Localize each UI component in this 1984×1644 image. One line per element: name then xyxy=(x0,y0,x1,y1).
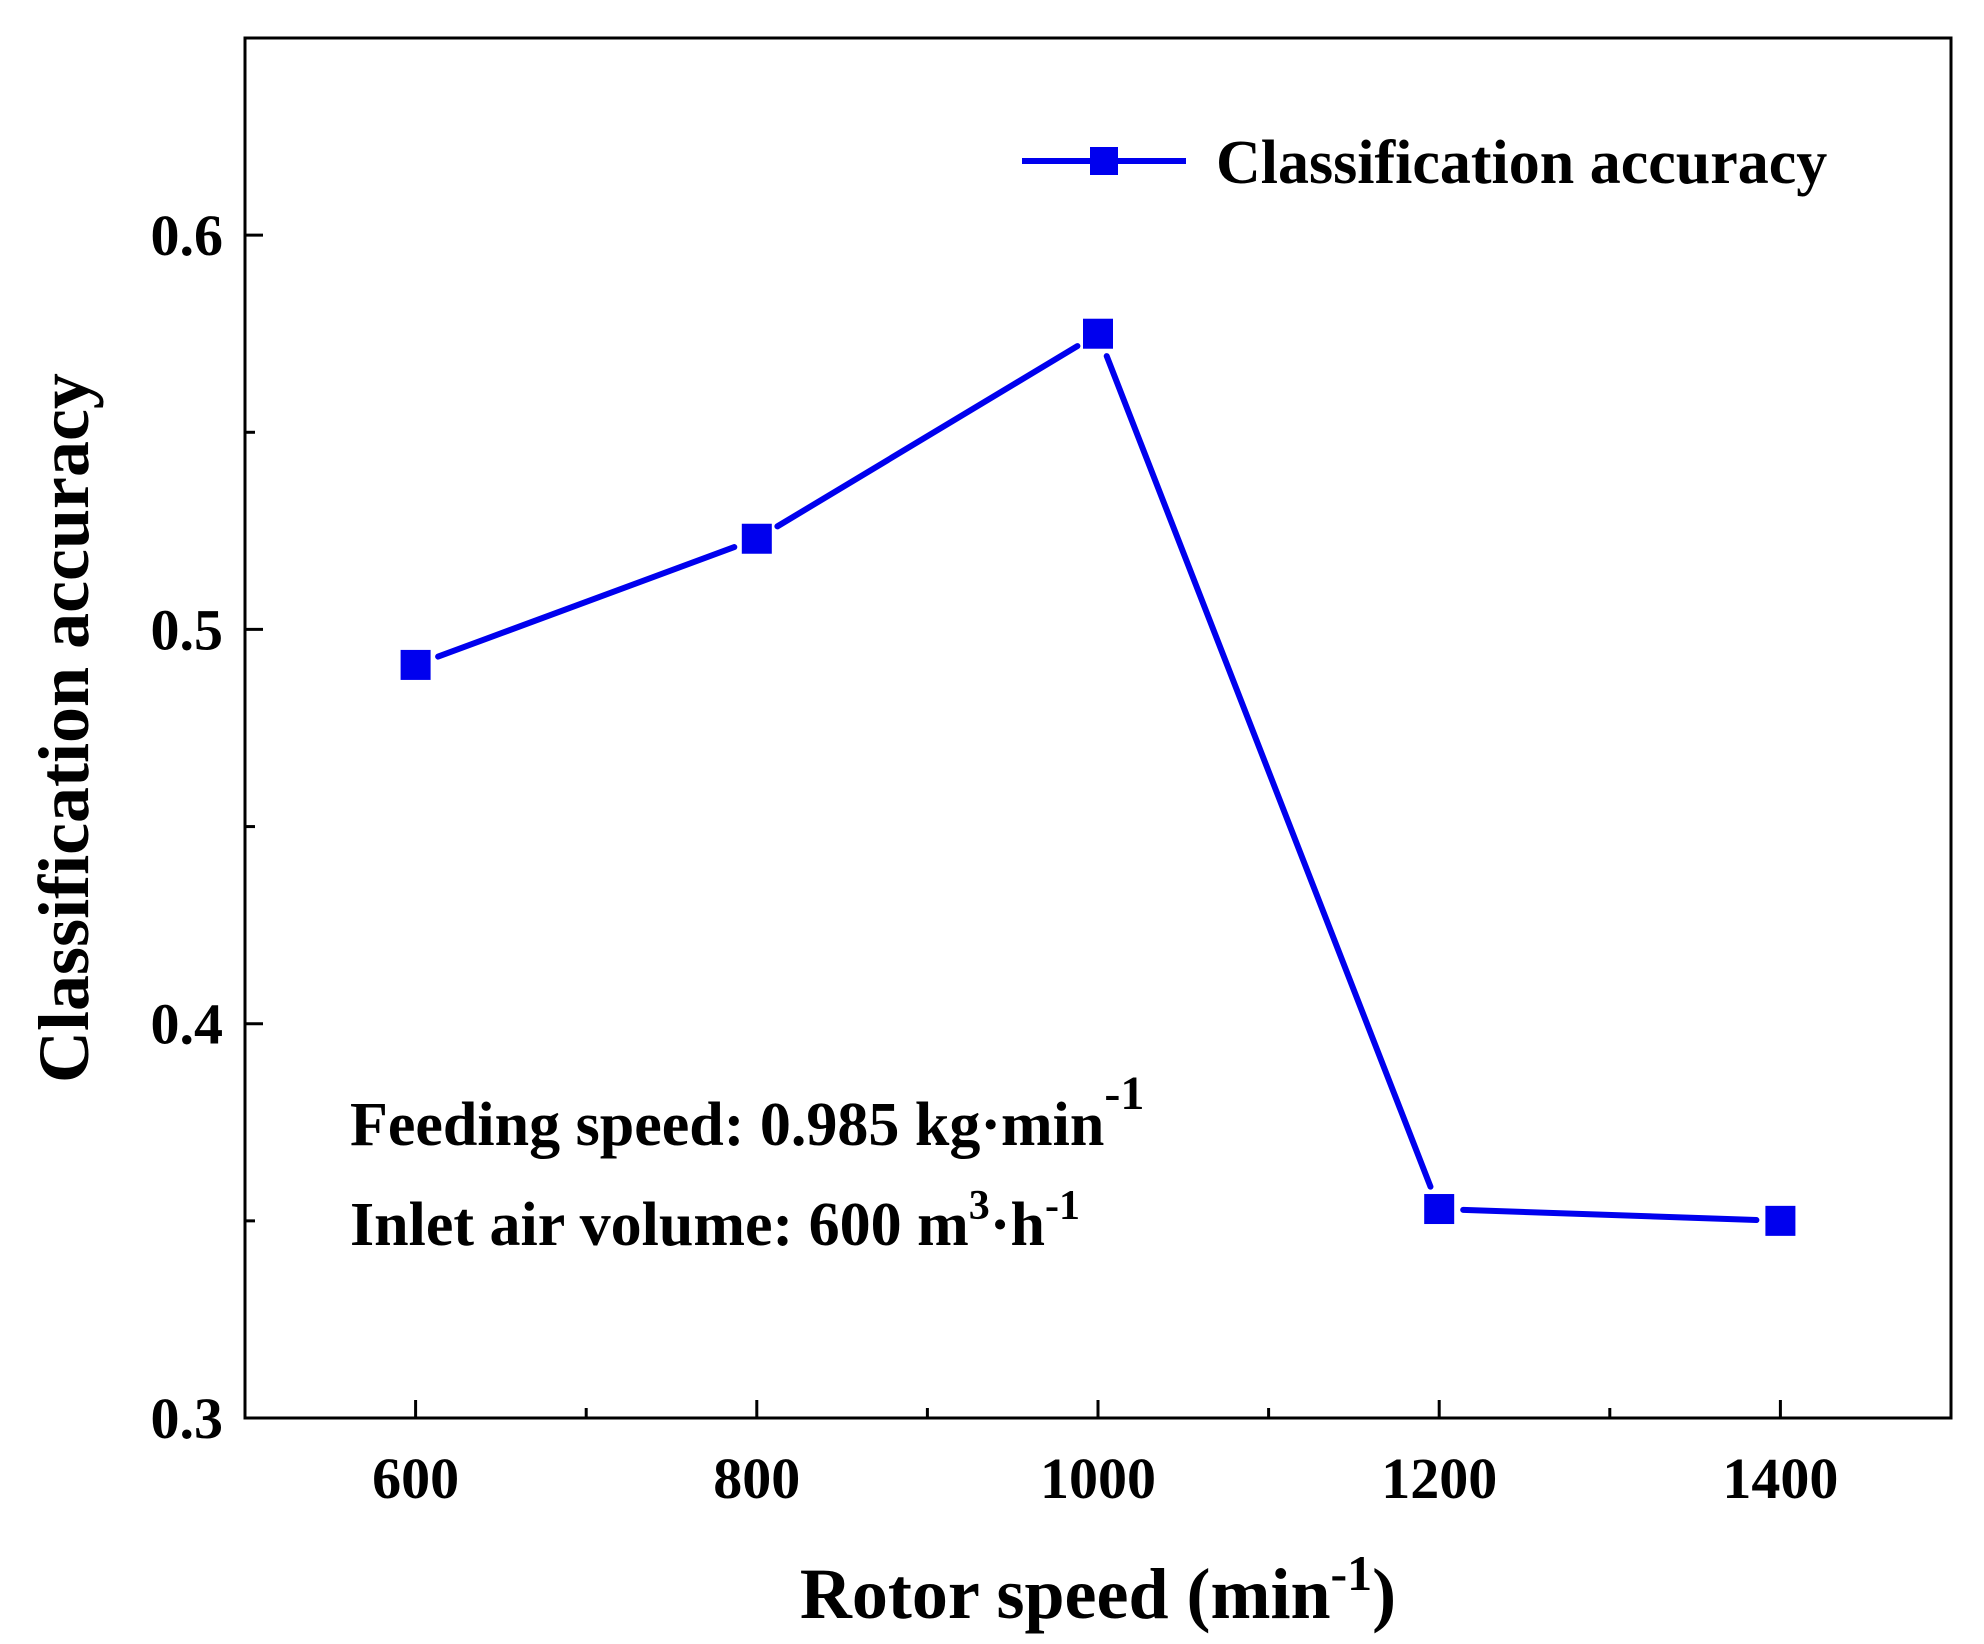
series-line-segment xyxy=(1460,1206,1760,1224)
annotation-inlet-air-sup2: -1 xyxy=(1045,1183,1080,1229)
x-tick-label: 600 xyxy=(372,1446,459,1511)
annotation-feeding-speed: Feeding speed: 0.985 kg·min-1 xyxy=(350,1067,1144,1159)
data-point-marker xyxy=(1765,1205,1796,1236)
series-line-segment xyxy=(774,343,1081,530)
legend-label: Classification accuracy xyxy=(1216,129,1827,197)
data-point-marker xyxy=(1424,1194,1455,1225)
series-classification-accuracy xyxy=(400,318,1796,1236)
annotation-inlet-air-main: Inlet air volume: 600 m xyxy=(350,1191,969,1259)
y-tick-label: 0.3 xyxy=(151,1386,224,1451)
y-tick-label: 0.4 xyxy=(151,992,224,1057)
axis-ticks xyxy=(245,233,1782,1420)
annotation-feeding-speed-main: Feeding speed: 0.985 kg·min xyxy=(350,1091,1104,1159)
annotation-inlet-air-volume: Inlet air volume: 600 m3·h-1 xyxy=(350,1183,1080,1259)
x-tick-label: 1000 xyxy=(1040,1446,1156,1511)
annotation-inlet-air-sup: 3 xyxy=(969,1183,990,1229)
x-axis-title-close: ) xyxy=(1372,1554,1396,1634)
x-axis-title: Rotor speed (min-1) xyxy=(800,1545,1396,1634)
annotation-inlet-air-mid: ·h xyxy=(990,1191,1045,1259)
data-point-marker xyxy=(741,523,772,554)
x-axis-title-main: Rotor speed (min xyxy=(800,1554,1331,1634)
data-point-marker xyxy=(400,649,431,680)
x-tick-label: 1200 xyxy=(1381,1446,1497,1511)
series-line-segment xyxy=(1103,353,1434,1190)
y-tick-label: 0.6 xyxy=(151,203,224,268)
y-tick-label: 0.5 xyxy=(151,597,224,662)
x-tick-label: 1400 xyxy=(1722,1446,1838,1511)
y-axis-title: Classification accuracy xyxy=(24,373,104,1083)
x-axis-title-sup: -1 xyxy=(1331,1545,1373,1601)
annotation-feeding-speed-sup: -1 xyxy=(1104,1067,1144,1120)
x-tick-label: 800 xyxy=(713,1446,800,1511)
data-point-marker xyxy=(1083,318,1113,349)
legend: Classification accuracy xyxy=(1022,129,1827,197)
legend-marker xyxy=(1090,147,1118,175)
axis-tick-labels: 600 800 1000 1200 1400 0.3 0.4 0.5 0.6 xyxy=(151,203,1839,1511)
series-line-segment xyxy=(435,544,738,660)
